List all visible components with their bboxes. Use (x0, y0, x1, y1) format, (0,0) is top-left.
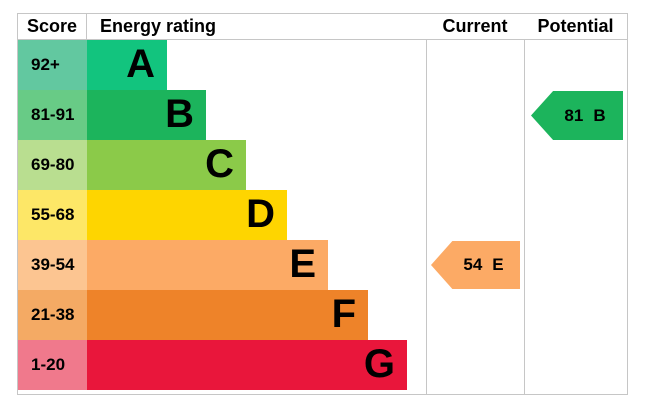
band-letter: C (205, 142, 234, 186)
band-row-B: 81-91 B (18, 90, 627, 140)
potential-column-header: Potential (537, 16, 614, 36)
band-score-label: 81-91 (18, 90, 87, 140)
potential-rating-letter: B (593, 105, 606, 125)
band-score-label: 55-68 (18, 190, 87, 240)
band-row-G: 1-20 G (18, 340, 627, 390)
band-letter: B (165, 92, 194, 136)
potential-column-divider (524, 14, 525, 394)
band-row-C: 69-80 C (18, 140, 627, 190)
band-letter: G (363, 342, 395, 386)
epc-table: Score Energy rating Current Potential 92… (17, 13, 628, 395)
band-score-label: 69-80 (18, 140, 87, 190)
band-score-label: 39-54 (18, 240, 87, 290)
band-score-label: 92+ (18, 40, 87, 90)
band-bar: F (87, 290, 368, 340)
band-row-E: 39-54 E (18, 240, 627, 290)
score-column-header: Score (18, 14, 87, 39)
current-rating-letter: E (492, 255, 504, 274)
current-rating-arrow: 54 E (431, 241, 520, 289)
bands-body: 92+ A 81-91 B 69-80 C 55-68 D 39-54 E 21… (18, 40, 627, 390)
band-bar: B (87, 90, 206, 140)
band-letter: A (126, 42, 155, 86)
current-column-header: Current (442, 16, 508, 36)
current-rating-value: 54 (463, 255, 483, 274)
band-letter: F (331, 292, 356, 336)
band-row-A: 92+ A (18, 40, 627, 90)
current-column-divider (426, 14, 427, 394)
band-letter: D (246, 192, 275, 236)
energy-rating-column-header: Energy rating (100, 16, 217, 36)
band-row-F: 21-38 F (18, 290, 627, 340)
band-bar: E (87, 240, 328, 290)
band-bar: D (87, 190, 287, 240)
band-score-label: 1-20 (18, 340, 87, 390)
band-score-label: 21-38 (18, 290, 87, 340)
potential-rating-arrow: 81 B (531, 91, 623, 140)
band-bar: C (87, 140, 246, 190)
table-header-row: Score Energy rating Current Potential (18, 14, 627, 40)
band-letter: E (289, 242, 316, 286)
band-bar: A (87, 40, 167, 90)
band-bar: G (87, 340, 407, 390)
potential-rating-value: 81 (564, 105, 584, 125)
band-row-D: 55-68 D (18, 190, 627, 240)
